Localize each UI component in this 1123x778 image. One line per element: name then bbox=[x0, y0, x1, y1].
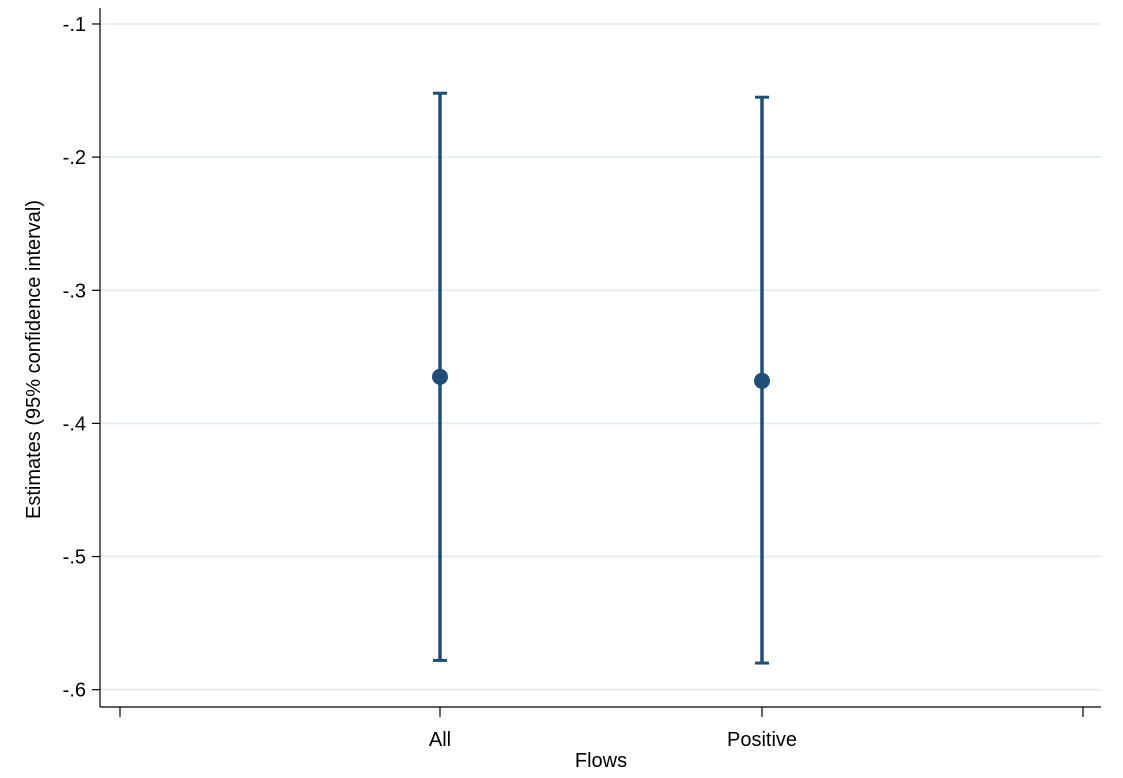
point-estimate bbox=[754, 372, 770, 389]
y-tick-label: -.5 bbox=[63, 547, 86, 569]
x-axis-title: Flows bbox=[575, 750, 627, 772]
y-tick-label: -.6 bbox=[63, 680, 86, 702]
y-tick-label: -.1 bbox=[63, 14, 86, 36]
y-axis-title: Estimates (95% confidence interval) bbox=[23, 200, 45, 519]
x-tick-label: Positive bbox=[727, 729, 797, 751]
axes bbox=[99, 8, 1101, 708]
y-tick-label: -.3 bbox=[63, 280, 86, 302]
estimates-series bbox=[432, 91, 770, 665]
x-tick-label: All bbox=[429, 729, 451, 751]
y-tick-label: -.2 bbox=[63, 147, 86, 169]
point-estimate bbox=[432, 368, 448, 385]
y-ticks: -.1 -.2 -.3 -.4 -.5 -.6 bbox=[63, 14, 100, 702]
gridlines bbox=[100, 22, 1101, 691]
y-tick-label: -.4 bbox=[63, 413, 86, 435]
x-ticks: All Positive bbox=[119, 707, 1084, 751]
